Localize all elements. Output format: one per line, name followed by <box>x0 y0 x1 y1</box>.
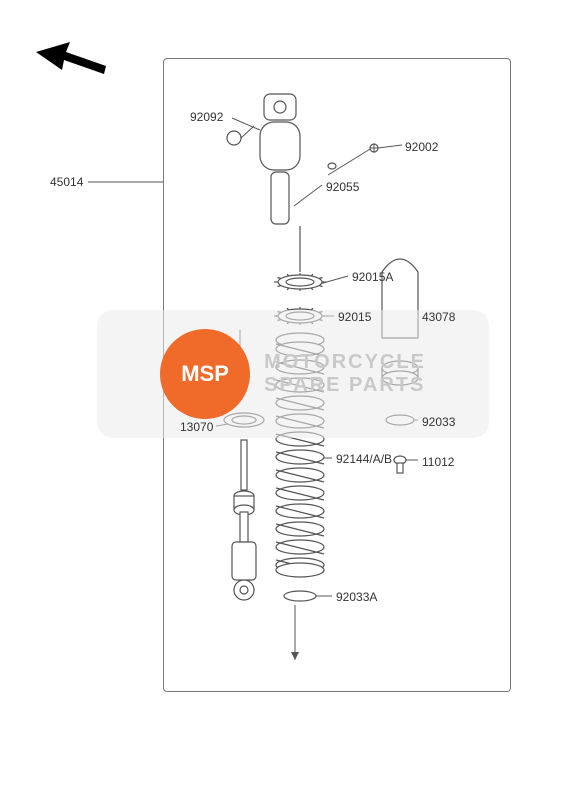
part-label-43078: 43078 <box>422 310 455 324</box>
part-label-11012: 11012 <box>422 455 454 469</box>
part-label-92002: 92002 <box>405 140 438 154</box>
part-label-92092: 92092 <box>190 110 223 124</box>
part-label-45014: 45014 <box>50 175 83 189</box>
part-label-92033A: 92033A <box>336 590 377 604</box>
watermark-badge: MSP <box>160 329 250 419</box>
part-label-13070: 13070 <box>180 420 213 434</box>
watermark-badge-text: MSP <box>181 361 229 387</box>
watermark-text: MOTORCYCLE SPARE PARTS <box>264 351 426 397</box>
part-label-92015: 92015 <box>338 310 371 324</box>
part-label-92055: 92055 <box>326 180 359 194</box>
part-label-92144AB: 92144/A/B <box>336 452 392 466</box>
watermark-line2: SPARE PARTS <box>264 374 426 397</box>
part-label-92015A: 92015A <box>352 270 393 284</box>
part-label-92033: 92033 <box>422 415 455 429</box>
diagram-canvas: MSP MOTORCYCLE SPARE PARTS 11012 13070 430… <box>0 0 578 800</box>
watermark-line1: MOTORCYCLE <box>264 351 426 374</box>
